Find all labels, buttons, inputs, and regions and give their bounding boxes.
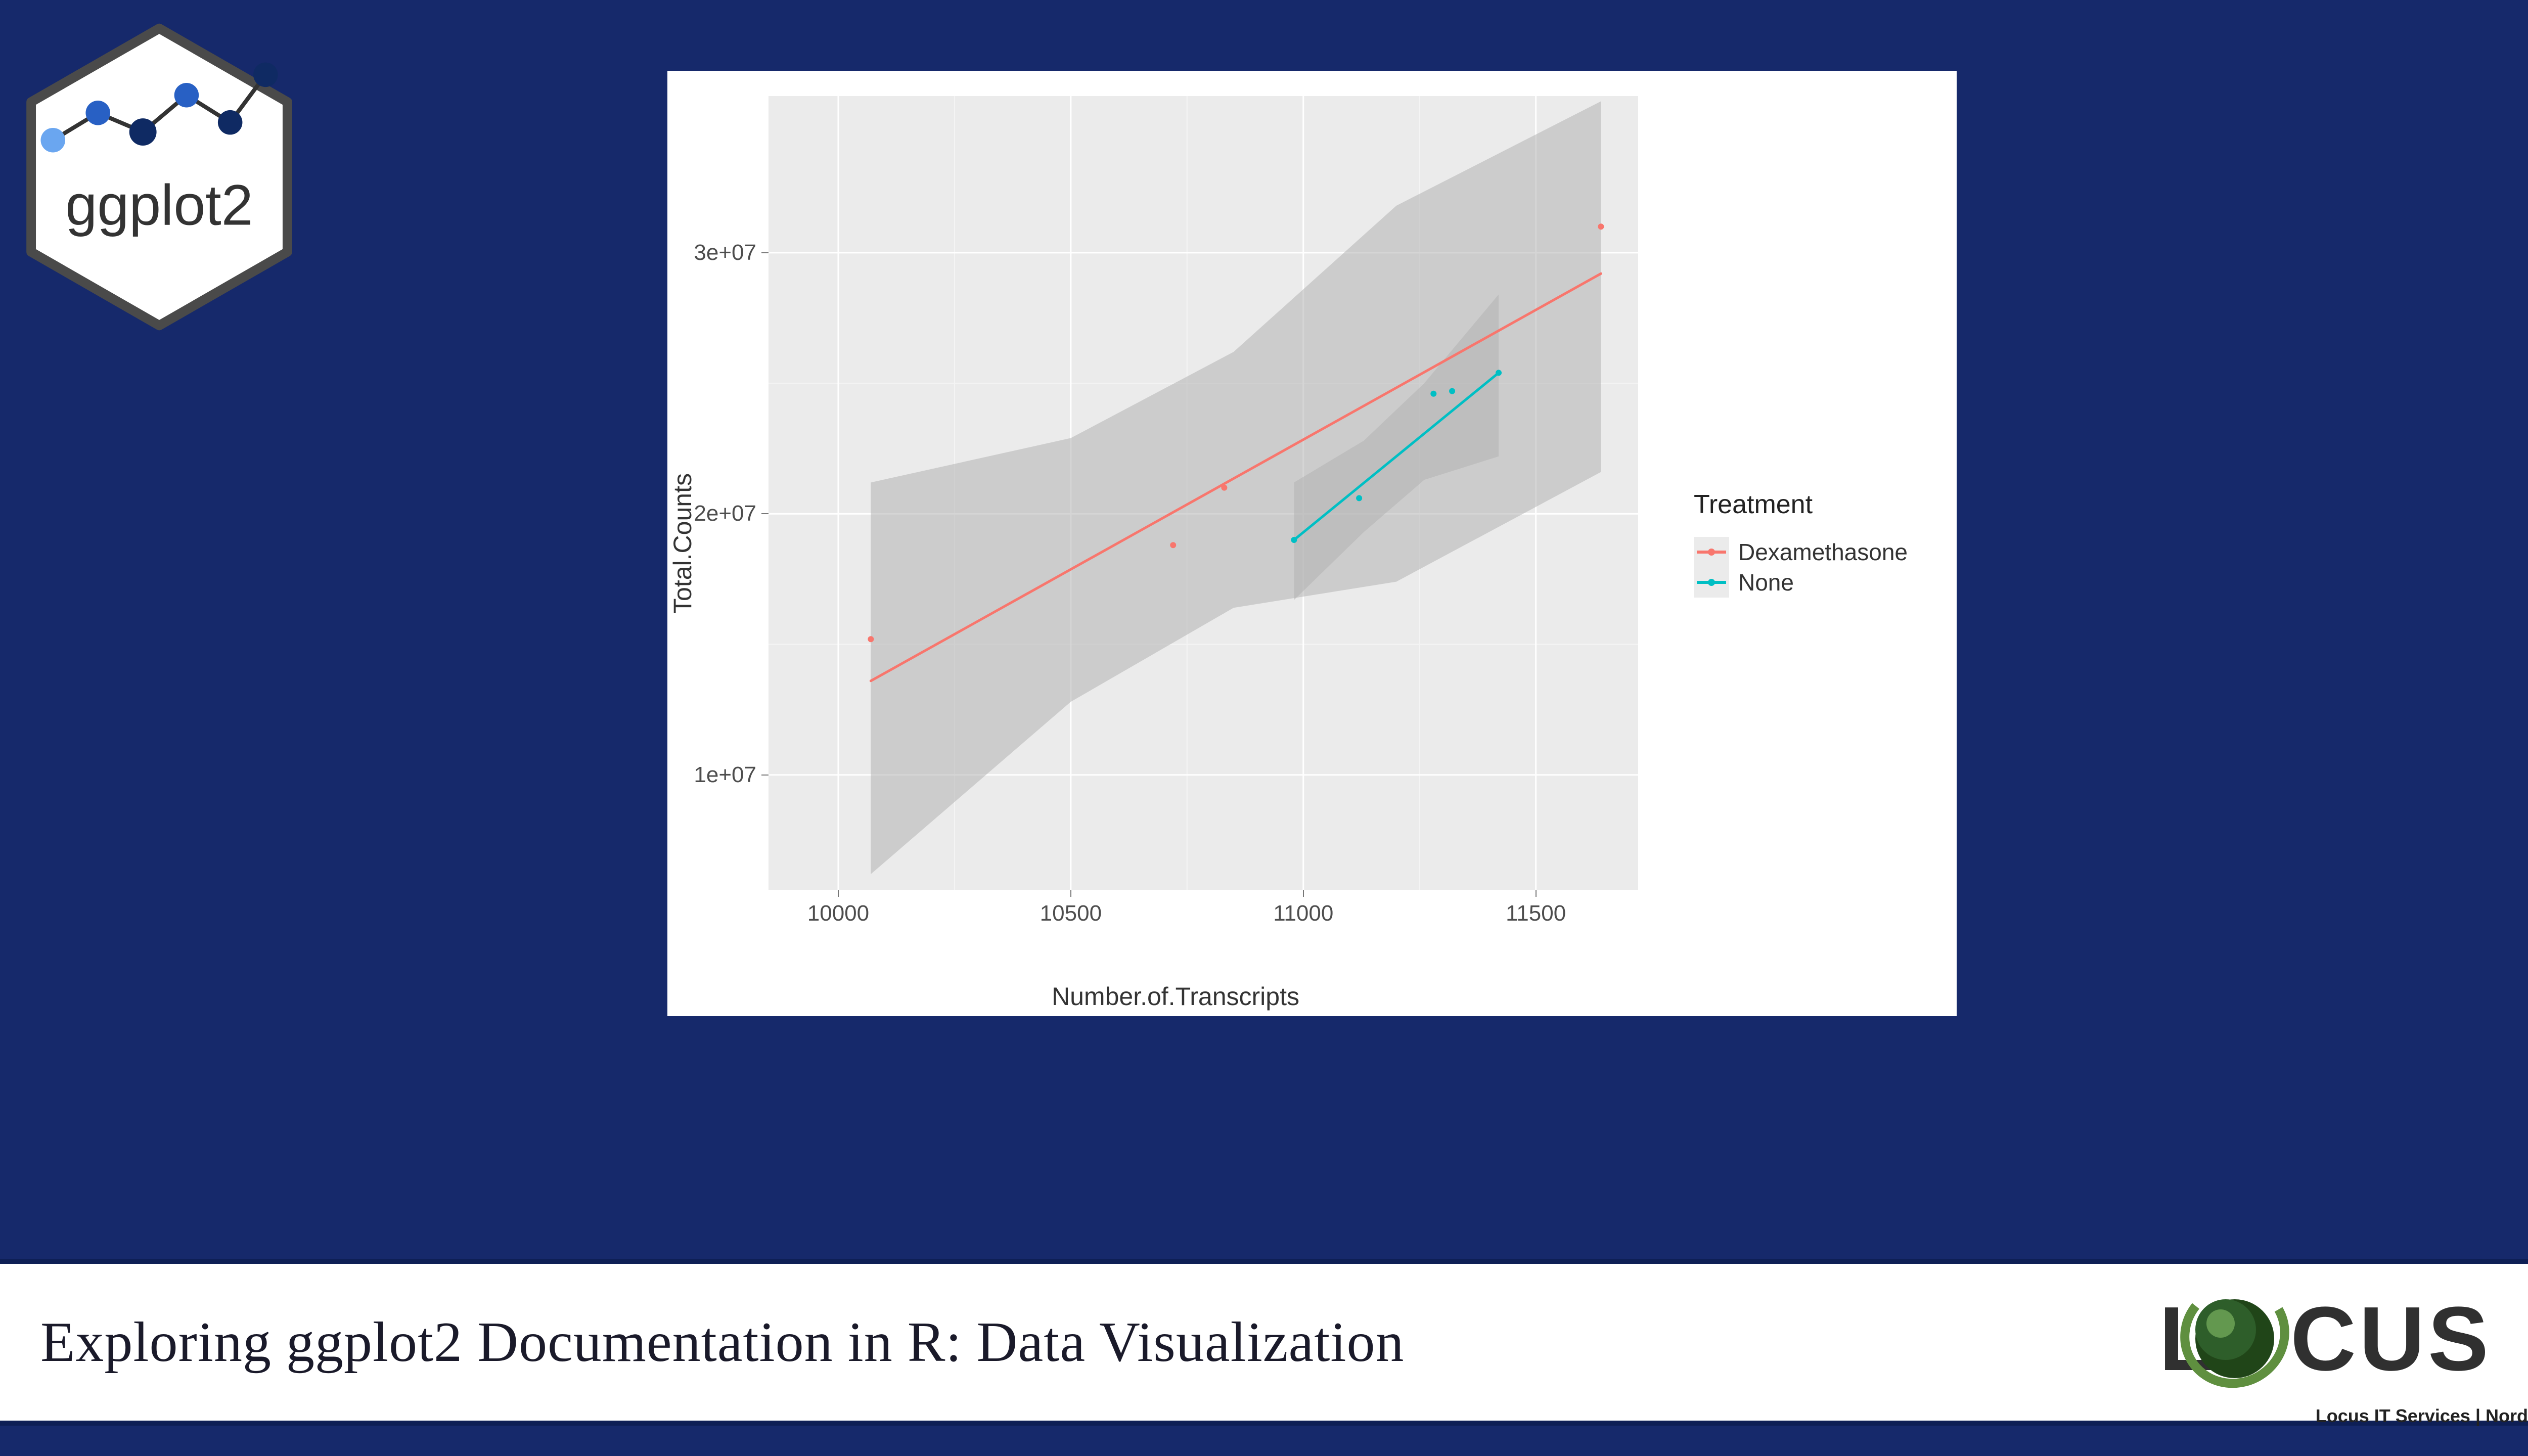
y-tick-label: 1e+07 (694, 762, 756, 788)
legend-key-icon (1694, 537, 1729, 567)
y-tick-label: 2e+07 (694, 501, 756, 526)
x-tick-label: 10000 (807, 901, 869, 926)
legend-item: Dexamethasone (1694, 537, 1947, 567)
footer-bar: Exploring ggplot2 Documentation in R: Da… (0, 1259, 2528, 1426)
y-axis-title: Total.Counts (668, 473, 697, 614)
x-tick-label: 10500 (1040, 901, 1102, 926)
ggplot2-logo-text: ggplot2 (65, 173, 253, 237)
chart-card: Total.Counts Number.of.Transcripts 10000… (667, 71, 1957, 1016)
legend-label: None (1738, 569, 1794, 596)
legend-key-icon (1694, 567, 1729, 598)
legend-title: Treatment (1694, 489, 1947, 520)
plot-area: Total.Counts Number.of.Transcripts 10000… (667, 71, 1684, 1016)
footer-title: Exploring ggplot2 Documentation in R: Da… (40, 1310, 1404, 1375)
legend-item: None (1694, 567, 1947, 598)
plot-panel (769, 96, 1638, 890)
locus-subtitle: Locus IT Services | Nordic (2316, 1405, 2528, 1427)
y-tick-label: 3e+07 (694, 240, 756, 265)
legend-label: Dexamethasone (1738, 538, 1908, 566)
ggplot2-hex-logo: ggplot2 (23, 20, 296, 334)
x-tick-label: 11000 (1273, 901, 1333, 926)
locus-logo: L CUS Locus IT Services | Nordic (2154, 1279, 2528, 1405)
locus-cus: CUS (2290, 1288, 2492, 1390)
x-axis-title: Number.of.Transcripts (1052, 982, 1299, 1011)
legend: Treatment Dexamethasone None (1684, 71, 1957, 1016)
plot-svg (769, 96, 1638, 890)
x-tick-label: 11500 (1506, 901, 1566, 926)
